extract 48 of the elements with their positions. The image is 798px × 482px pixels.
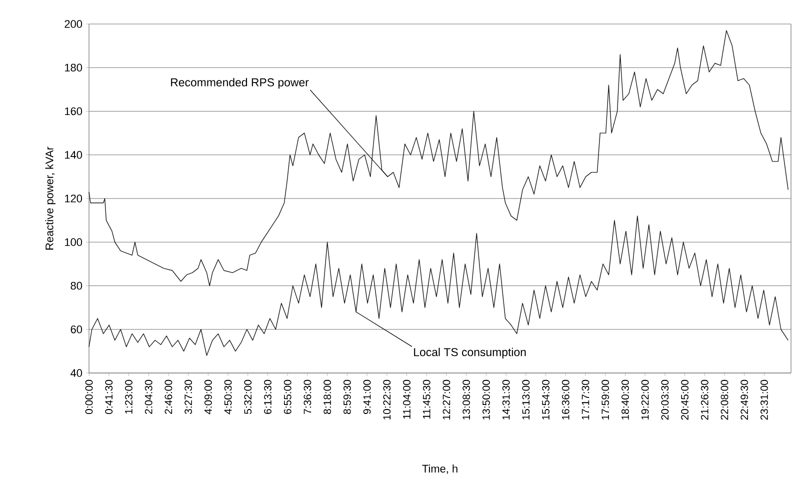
- annotation: Local TS consumption: [414, 348, 526, 358]
- x-tick-label: 10:22:30: [383, 380, 391, 420]
- x-tick-label: 16:36:00: [562, 380, 570, 420]
- x-tick-label: 8:59:30: [343, 380, 351, 414]
- x-axis-title: Time, h: [422, 464, 458, 474]
- x-tick-label: 7:36:30: [304, 380, 312, 414]
- x-tick-label: 3:27:30: [184, 380, 192, 414]
- x-tick-label: 17:17:30: [582, 380, 590, 420]
- annotation: Recommended RPS power: [171, 78, 309, 89]
- y-tick-label: 40: [70, 369, 82, 377]
- x-tick-label: 20:45:00: [681, 380, 688, 420]
- x-tick-label: 22:49:30: [740, 380, 748, 420]
- y-tick-label: 160: [65, 107, 82, 116]
- y-tick-label: 140: [65, 151, 82, 159]
- x-tick-label: 5:32:00: [244, 380, 252, 414]
- x-tick-label: 13:50:00: [482, 380, 490, 420]
- y-tick-label: 200: [64, 20, 82, 28]
- x-tick-label: 12:27:00: [442, 380, 450, 420]
- x-tick-label: 11:45:30: [422, 380, 430, 419]
- y-tick-label: 120: [65, 194, 82, 202]
- x-tick-label: 6:55:00: [284, 380, 292, 414]
- x-tick-label: 19:22:00: [641, 380, 649, 420]
- x-tick-label: 14:31:30: [502, 380, 510, 420]
- x-tick-label: 20:03:30: [661, 380, 669, 420]
- y-axis-title: Reactive power, kVAr: [45, 146, 56, 250]
- x-tick-label: 8:18:00: [324, 380, 332, 414]
- x-tick-label: 4:50:30: [224, 380, 232, 414]
- x-tick-label: 9:41:00: [363, 380, 371, 414]
- y-tick-label: 80: [70, 282, 82, 290]
- x-tick-label: 18:40:30: [622, 380, 629, 420]
- x-tick-label: 15:54:30: [542, 380, 550, 420]
- y-tick-label: 100: [65, 238, 82, 246]
- x-tick-label: 21:26:30: [700, 380, 708, 420]
- y-tick-label: 180: [65, 64, 82, 72]
- x-tick-label: 23:31:00: [760, 380, 768, 420]
- x-tick-label: 13:08:30: [462, 380, 470, 420]
- x-tick-label: 2:04:30: [144, 380, 152, 414]
- x-tick-label: 1:23:00: [125, 380, 132, 414]
- x-tick-label: 17:59:00: [602, 380, 610, 420]
- x-tick-label: 22:08:00: [720, 380, 728, 420]
- x-tick-label: 0:41:30: [105, 380, 113, 414]
- x-tick-label: 2:46:00: [164, 380, 172, 414]
- x-tick-label: 0:00:00: [85, 380, 93, 414]
- x-tick-label: 4:09:00: [204, 380, 212, 414]
- x-tick-label: 15:13:00: [522, 380, 530, 420]
- y-tick-label: 60: [70, 326, 82, 334]
- x-tick-label: 6:13:30: [264, 380, 272, 414]
- x-tick-label: 11:04:00: [403, 380, 410, 419]
